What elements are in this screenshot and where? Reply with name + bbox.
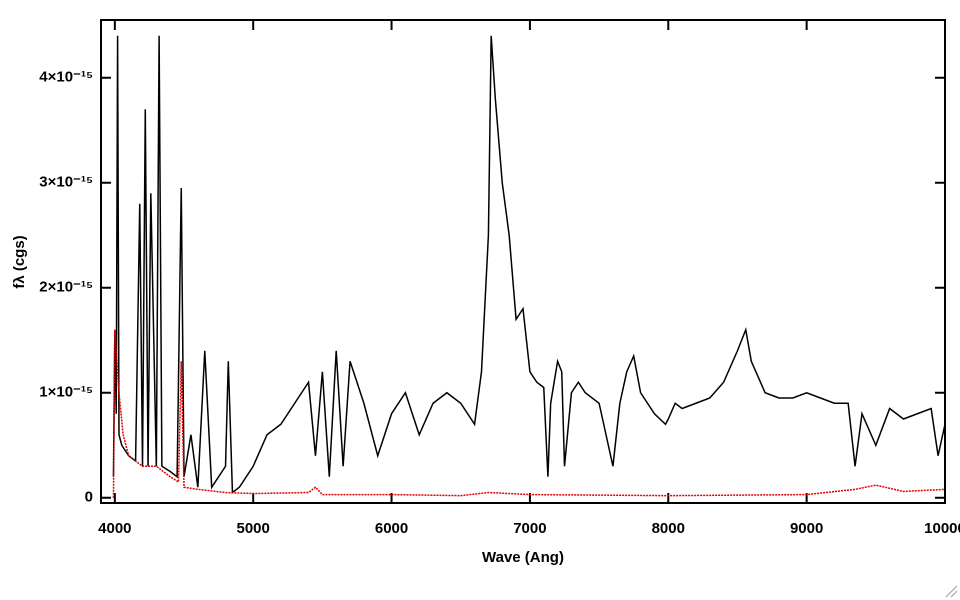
y-tick-label: 0	[85, 489, 93, 506]
y-axis-title: fλ (cgs)	[11, 235, 28, 288]
x-tick-label: 6000	[375, 520, 408, 537]
x-tick-label: 9000	[790, 520, 823, 537]
x-tick-label: 4000	[98, 520, 131, 537]
x-tick-label: 7000	[513, 520, 546, 537]
resize-grip	[945, 585, 958, 598]
y-tick-label: 3×10⁻¹⁵	[39, 174, 93, 191]
spectrum-line	[112, 35, 946, 494]
y-tick-label: 1×10⁻¹⁵	[39, 384, 93, 401]
plot-frame	[100, 19, 946, 504]
x-axis-title: Wave (Ang)	[482, 549, 564, 566]
y-tick-label: 2×10⁻¹⁵	[39, 279, 93, 296]
x-tick-label: 8000	[652, 520, 685, 537]
y-tick-label: 4×10⁻¹⁵	[39, 69, 93, 86]
x-tick-label: 5000	[237, 520, 270, 537]
spectrum-line	[112, 329, 946, 498]
